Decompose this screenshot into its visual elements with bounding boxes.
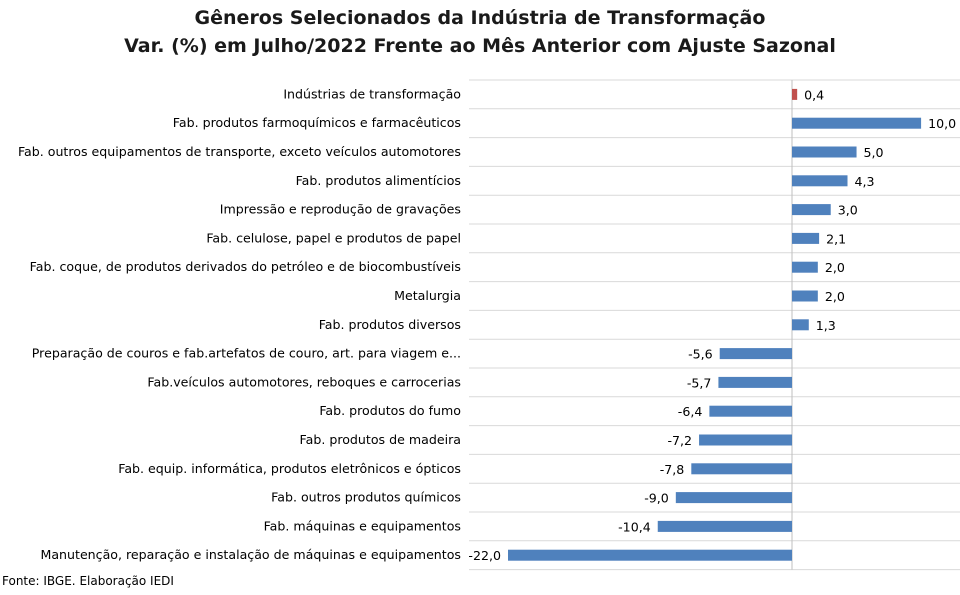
category-label: Fab.veículos automotores, reboques e car… (147, 374, 461, 389)
value-label: 2,1 (826, 231, 846, 246)
value-label: 5,0 (864, 145, 884, 160)
bar (675, 492, 792, 504)
bar (792, 117, 922, 129)
category-label: Fab. máquinas e equipamentos (264, 518, 461, 533)
bar (792, 290, 818, 302)
value-label: -22,0 (468, 548, 501, 563)
value-label: 1,3 (816, 318, 836, 333)
category-label: Metalurgia (394, 288, 461, 303)
category-label: Indústrias de transformação (283, 86, 461, 101)
bar (792, 204, 831, 216)
category-label: Fab. produtos diversos (319, 317, 461, 332)
value-label: -10,4 (618, 519, 651, 534)
bar (691, 463, 792, 475)
value-label: 4,3 (855, 174, 875, 189)
bar (508, 549, 792, 561)
value-label: -7,2 (667, 433, 692, 448)
category-label: Fab. celulose, papel e produtos de papel (206, 230, 461, 245)
bar (719, 348, 792, 360)
bar (792, 261, 818, 273)
category-label: Manutenção, reparação e instalação de má… (40, 547, 461, 562)
value-label: -5,6 (688, 347, 713, 362)
value-label: 10,0 (928, 116, 956, 131)
category-label: Fab. produtos alimentícios (296, 173, 461, 188)
bar (792, 175, 848, 187)
chart-title: Gêneros Selecionados da Indústria de Tra… (194, 7, 766, 29)
value-label: 0,4 (804, 87, 824, 102)
source-note: Fonte: IBGE. Elaboração IEDI (2, 574, 174, 588)
bar (709, 405, 792, 417)
value-label: -7,8 (660, 462, 685, 477)
chart-subtitle: Var. (%) em Julho/2022 Frente ao Mês Ant… (124, 35, 836, 57)
category-label: Fab. produtos farmoquímicos e farmacêuti… (173, 115, 461, 130)
category-label: Fab. coque, de produtos derivados do pet… (30, 259, 461, 274)
chart-title-block: Gêneros Selecionados da Indústria de Tra… (0, 4, 960, 60)
category-label: Impressão e reprodução de gravações (220, 202, 461, 217)
category-label: Preparação de couros e fab.artefatos de … (32, 346, 461, 361)
value-label: 2,0 (825, 260, 845, 275)
value-label: -9,0 (644, 491, 669, 506)
category-label: Fab. produtos de madeira (300, 432, 461, 447)
value-label: -5,7 (687, 375, 712, 390)
bar (792, 232, 820, 244)
value-label: 3,0 (838, 203, 858, 218)
bar (792, 319, 809, 331)
category-label: Fab. outros produtos químicos (271, 490, 461, 505)
value-label: 2,0 (825, 289, 845, 304)
bar (718, 376, 792, 388)
category-label: Fab. outros equipamentos de transporte, … (18, 144, 461, 159)
category-label: Fab. equip. informática, produtos eletrô… (118, 461, 461, 476)
bar (699, 434, 792, 446)
category-label: Fab. produtos do fumo (319, 403, 461, 418)
bar (792, 146, 857, 158)
bar (657, 520, 792, 532)
value-label: -6,4 (678, 404, 703, 419)
bar (792, 88, 798, 100)
